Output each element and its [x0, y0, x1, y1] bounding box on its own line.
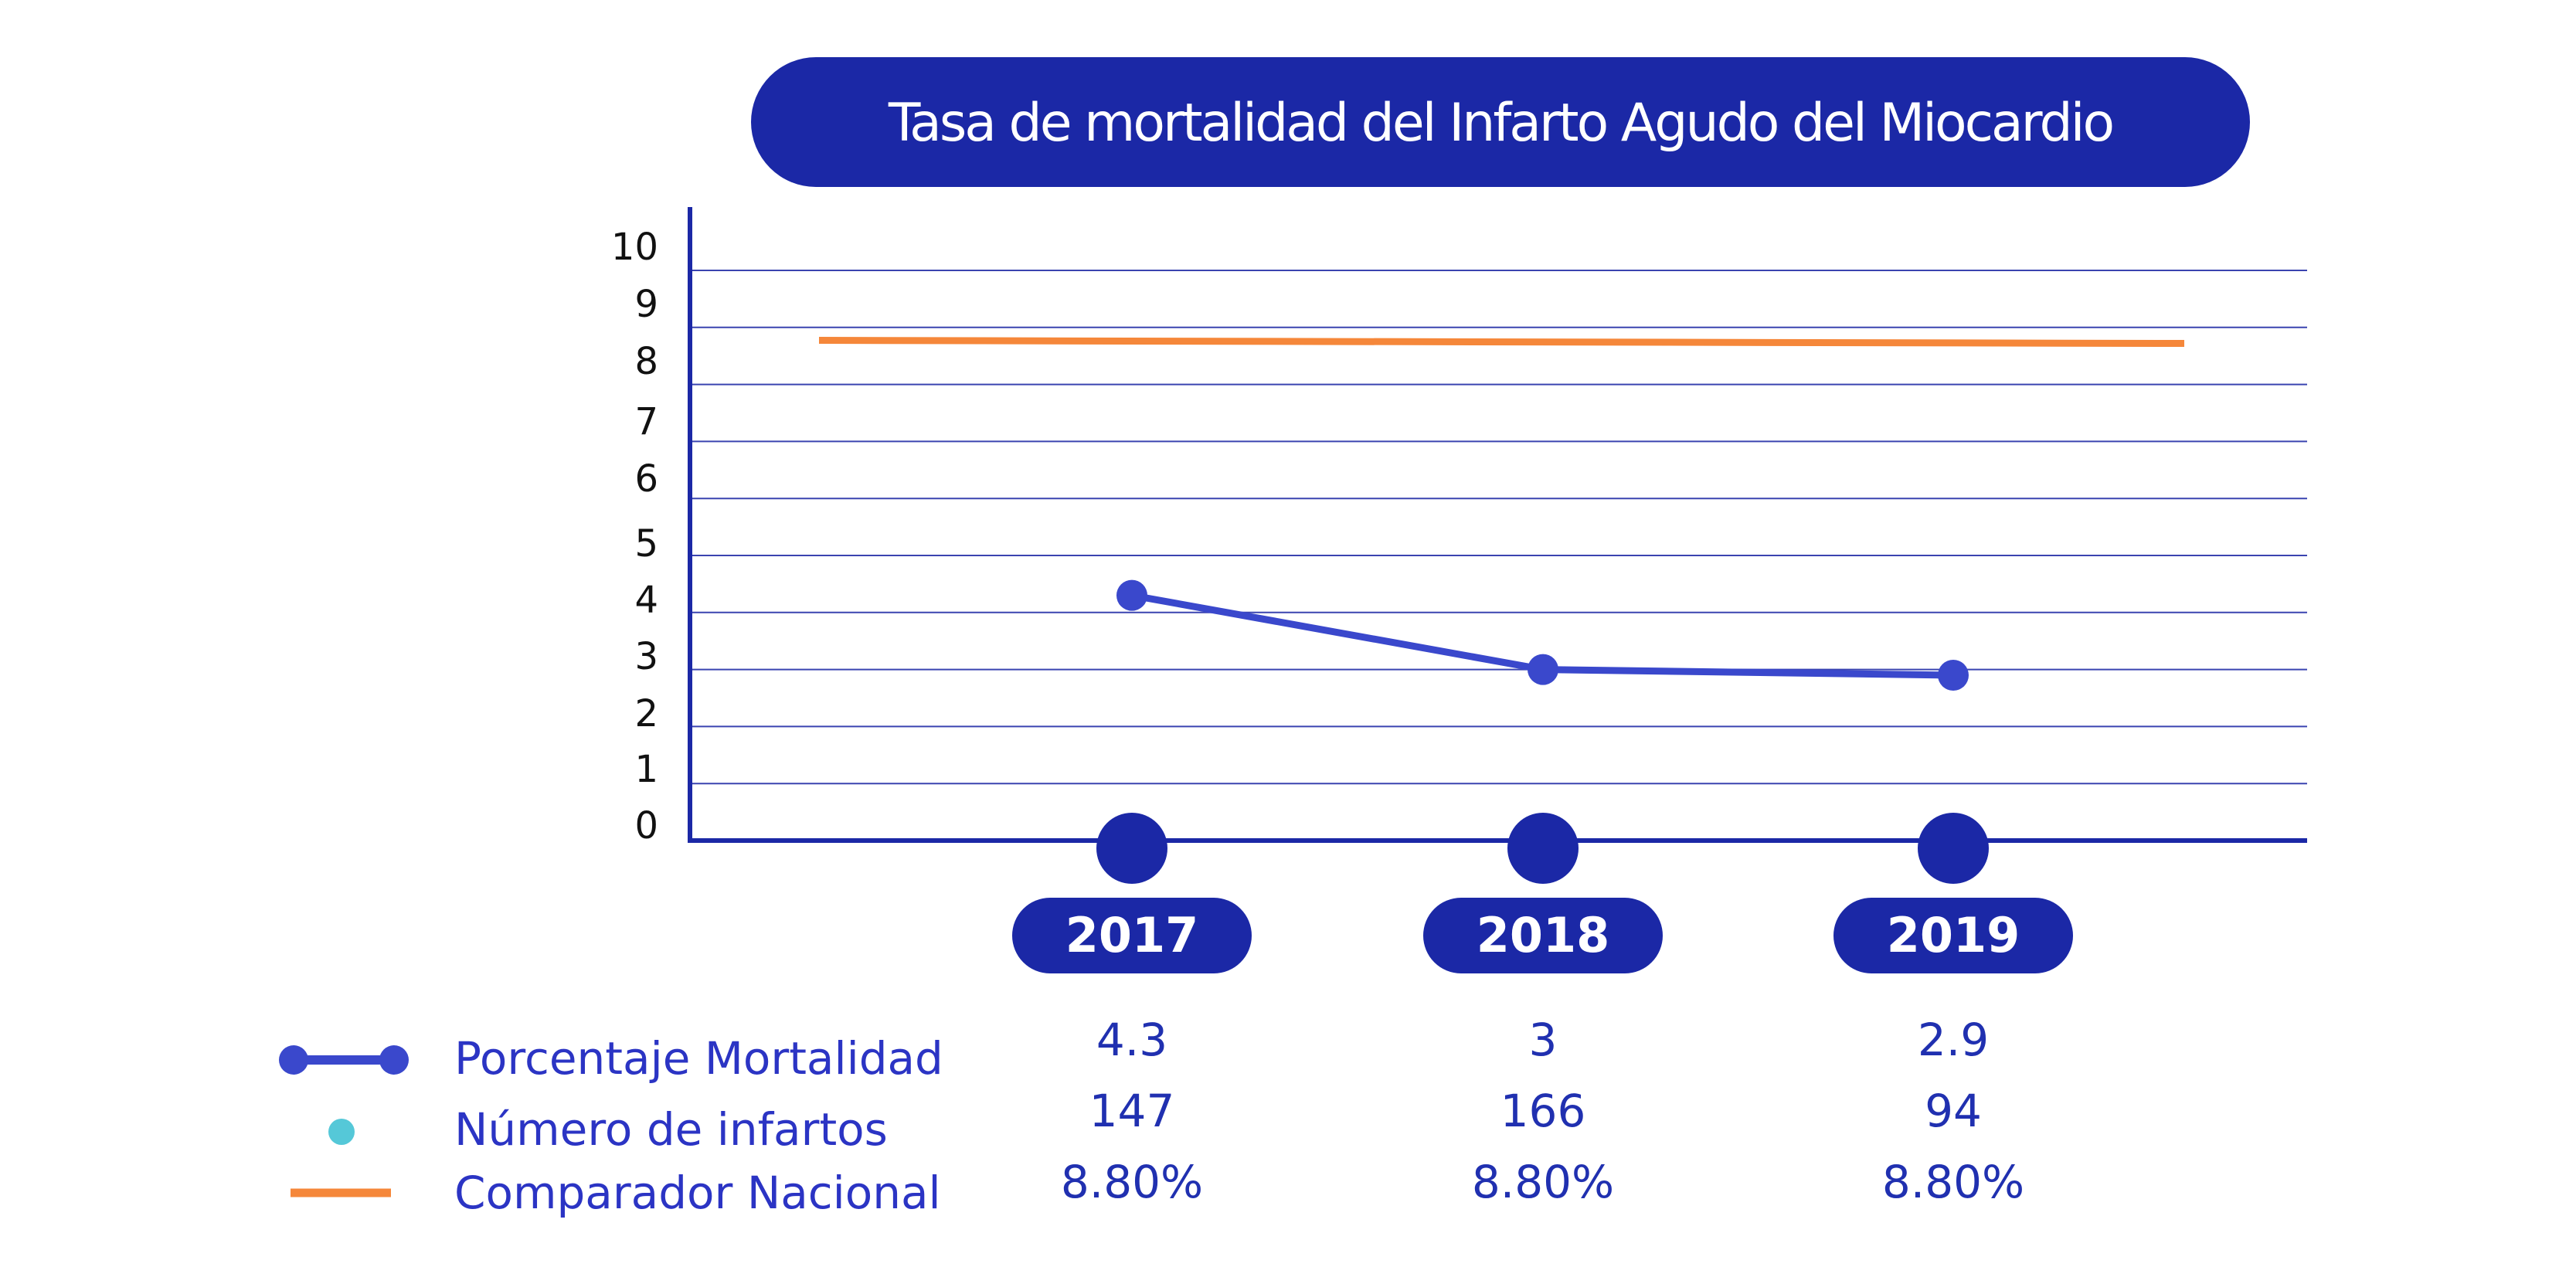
infarcts-value-2017: 147: [1089, 1085, 1175, 1137]
infarcts-value-2019: 94: [1925, 1085, 1982, 1137]
y-tick-label-0: 0: [634, 804, 658, 847]
year-label-2017: 2017: [1065, 907, 1199, 963]
national-comparator-line: [818, 337, 2185, 348]
y-tick-label-2: 2: [634, 692, 658, 735]
y-tick-label-10: 10: [611, 226, 658, 269]
national-value-2017: 8.80%: [1061, 1156, 1203, 1208]
year-axis-marker-2017: [1096, 813, 1167, 884]
legend-infarcts-dot-icon: [328, 1119, 355, 1145]
y-tick-label-8: 8: [634, 340, 658, 383]
national-value-2019: 8.80%: [1882, 1156, 2024, 1208]
y-tick-label-9: 9: [634, 283, 658, 326]
legend-national-label: Comparador Nacional: [454, 1167, 941, 1219]
infarcts-value-2018: 166: [1500, 1085, 1586, 1137]
year-label-2019: 2019: [1887, 907, 2020, 963]
legend: Porcentaje Mortalidad Número de infartos…: [279, 1032, 943, 1219]
y-tick-label-3: 3: [634, 635, 658, 678]
national-value-2018: 8.80%: [1472, 1156, 1614, 1208]
year-pill-2018: [1423, 898, 1663, 973]
y-tick-label-6: 6: [634, 457, 658, 501]
mortality-value-2017: 4.3: [1096, 1014, 1167, 1066]
mortality-series: [1116, 579, 1969, 691]
values-table: 4.3 3 2.9 147 166 94 8.80% 8.80% 8.80%: [1061, 1014, 2024, 1208]
year-pill-2019: [1833, 898, 2073, 973]
legend-infarcts-label: Número de infartos: [454, 1103, 888, 1156]
mortality-point-2017: [1116, 579, 1147, 611]
chart-title: Tasa de mortalidad del Infarto Agudo del…: [888, 93, 2112, 154]
mortality-point-2018: [1528, 654, 1558, 685]
axes: [688, 207, 2307, 843]
legend-mortality-label: Porcentaje Mortalidad: [454, 1032, 943, 1085]
mortality-value-2018: 3: [1529, 1014, 1558, 1066]
legend-mortality-marker-left-icon: [279, 1045, 308, 1075]
y-tick-label-4: 4: [634, 579, 658, 622]
y-tick-label-5: 5: [634, 522, 658, 566]
grid-lines: [690, 270, 2307, 785]
year-label-2018: 2018: [1477, 907, 1610, 963]
y-axis-ticks: 0 1 2 3 4 5 6 7 8 9 10: [611, 226, 658, 847]
year-pill-2017: [1012, 898, 1252, 973]
year-axis-marker-2018: [1507, 813, 1579, 884]
y-tick-label-1: 1: [634, 748, 658, 791]
legend-mortality-marker-right-icon: [379, 1045, 409, 1075]
year-markers: 2017 2018 2019: [1012, 813, 2073, 973]
mortality-point-2019: [1938, 659, 1969, 691]
year-axis-marker-2019: [1918, 813, 1989, 884]
mortality-value-2019: 2.9: [1918, 1014, 1989, 1066]
national-comparator-series: [818, 337, 2185, 348]
y-tick-label-7: 7: [634, 400, 658, 443]
title-pill: [751, 57, 2250, 187]
